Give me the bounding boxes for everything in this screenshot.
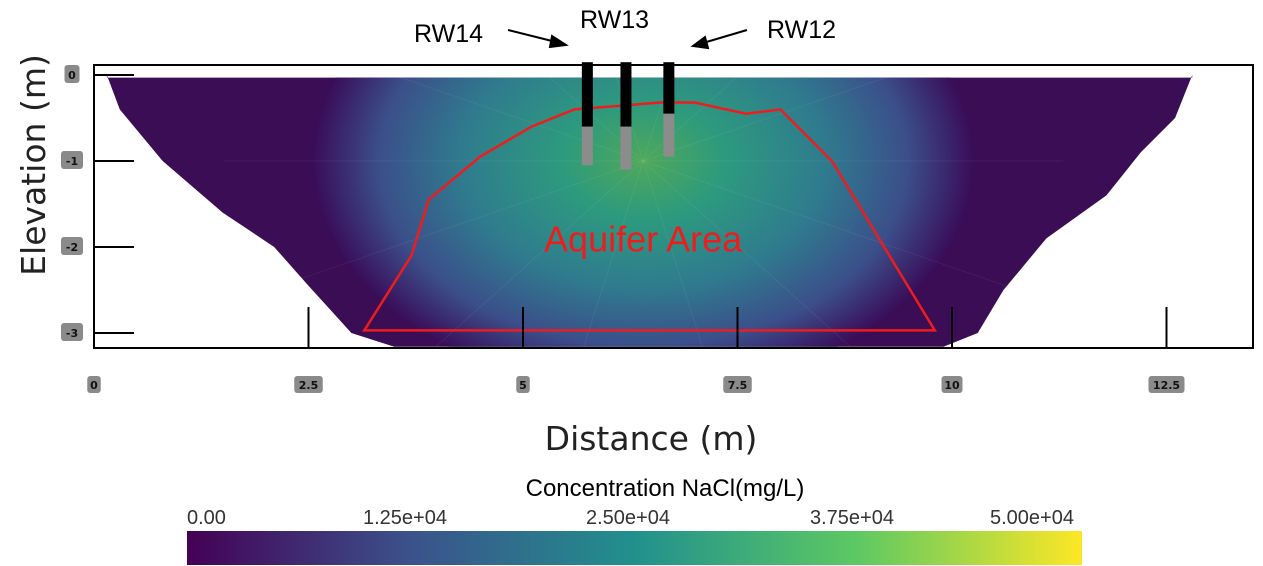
y-tick-label: 0	[68, 69, 76, 82]
mesh-line	[380, 75, 644, 162]
y-tick-label-box	[61, 151, 83, 169]
mesh-line	[642, 160, 738, 347]
mesh-line	[264, 75, 644, 162]
y-tick-label-box	[61, 237, 83, 255]
well-label-rw13: RW13	[580, 6, 649, 34]
x-tick-label: 0	[90, 379, 98, 392]
x-tick-label: 7.5	[728, 379, 748, 392]
arrow-rw12	[690, 29, 748, 50]
colorbar-tick-label: 5.00e+04	[990, 507, 1074, 529]
mesh-line	[642, 75, 738, 162]
mesh-line	[549, 160, 644, 347]
salt-plume	[313, 75, 974, 347]
colorbar-tick-label: 0.00	[187, 507, 226, 529]
x-tick-label: 2.5	[299, 379, 319, 392]
x-tick-label: 12.5	[1153, 379, 1180, 392]
x-tick-label: 10	[944, 379, 960, 392]
x-tick-label-box	[516, 376, 530, 393]
well-screen-rw14	[581, 126, 593, 166]
mesh-line	[642, 75, 906, 162]
well-label-rw14: RW14	[414, 20, 483, 48]
x-tick-label: 5	[519, 379, 527, 392]
y-tick-label-box	[64, 65, 80, 83]
mesh-line	[642, 160, 1022, 292]
colorbar-title: Concentration NaCl(mg/L)	[526, 475, 805, 502]
x-tick-label-box	[87, 376, 101, 393]
well-casing-rw13	[620, 62, 632, 127]
colorbar-tick-label: 1.25e+04	[363, 507, 447, 529]
well-casing-rw14	[581, 62, 593, 127]
mesh-line	[264, 160, 644, 292]
colorbar-tick-label: 3.75e+04	[810, 507, 894, 529]
well-screen-rw12	[663, 113, 675, 157]
x-tick-label-box	[723, 376, 752, 393]
mesh-line	[642, 160, 906, 347]
y-tick-label: -2	[66, 241, 78, 254]
well-label-rw12: RW12	[767, 16, 836, 44]
x-tick-label-box	[1148, 376, 1185, 393]
x-axis-title: Distance (m)	[545, 419, 758, 458]
well-screen-rw13	[620, 126, 632, 170]
concentration-field	[106, 75, 1193, 347]
mesh-line	[642, 75, 1022, 162]
y-tick-label-box	[61, 323, 83, 341]
x-axis-ticks: 0 2.5 5 7.5 10 12.5	[87, 307, 1185, 393]
aquifer-area-outline	[362, 101, 938, 332]
y-tick-label: -3	[66, 327, 78, 340]
colorbar-tick-label: 2.50e+04	[586, 507, 670, 529]
x-tick-label-box	[941, 376, 963, 393]
y-axis-title: Elevation (m)	[14, 54, 53, 276]
colorbar	[187, 531, 1082, 565]
arrow-rw14	[507, 29, 569, 49]
y-tick-label: -1	[66, 155, 78, 168]
y-axis-ticks: 0 -1 -2 -3	[61, 65, 134, 341]
well-casing-rw12	[663, 62, 675, 114]
mesh-line	[380, 160, 644, 347]
colorbar-tick-labels: 0.00 1.25e+04 2.50e+04 3.75e+04 5.00e+04	[187, 507, 1074, 529]
wells	[581, 62, 675, 170]
aquifer-area-label: Aquifer Area	[544, 218, 743, 259]
x-tick-label-box	[294, 376, 323, 393]
